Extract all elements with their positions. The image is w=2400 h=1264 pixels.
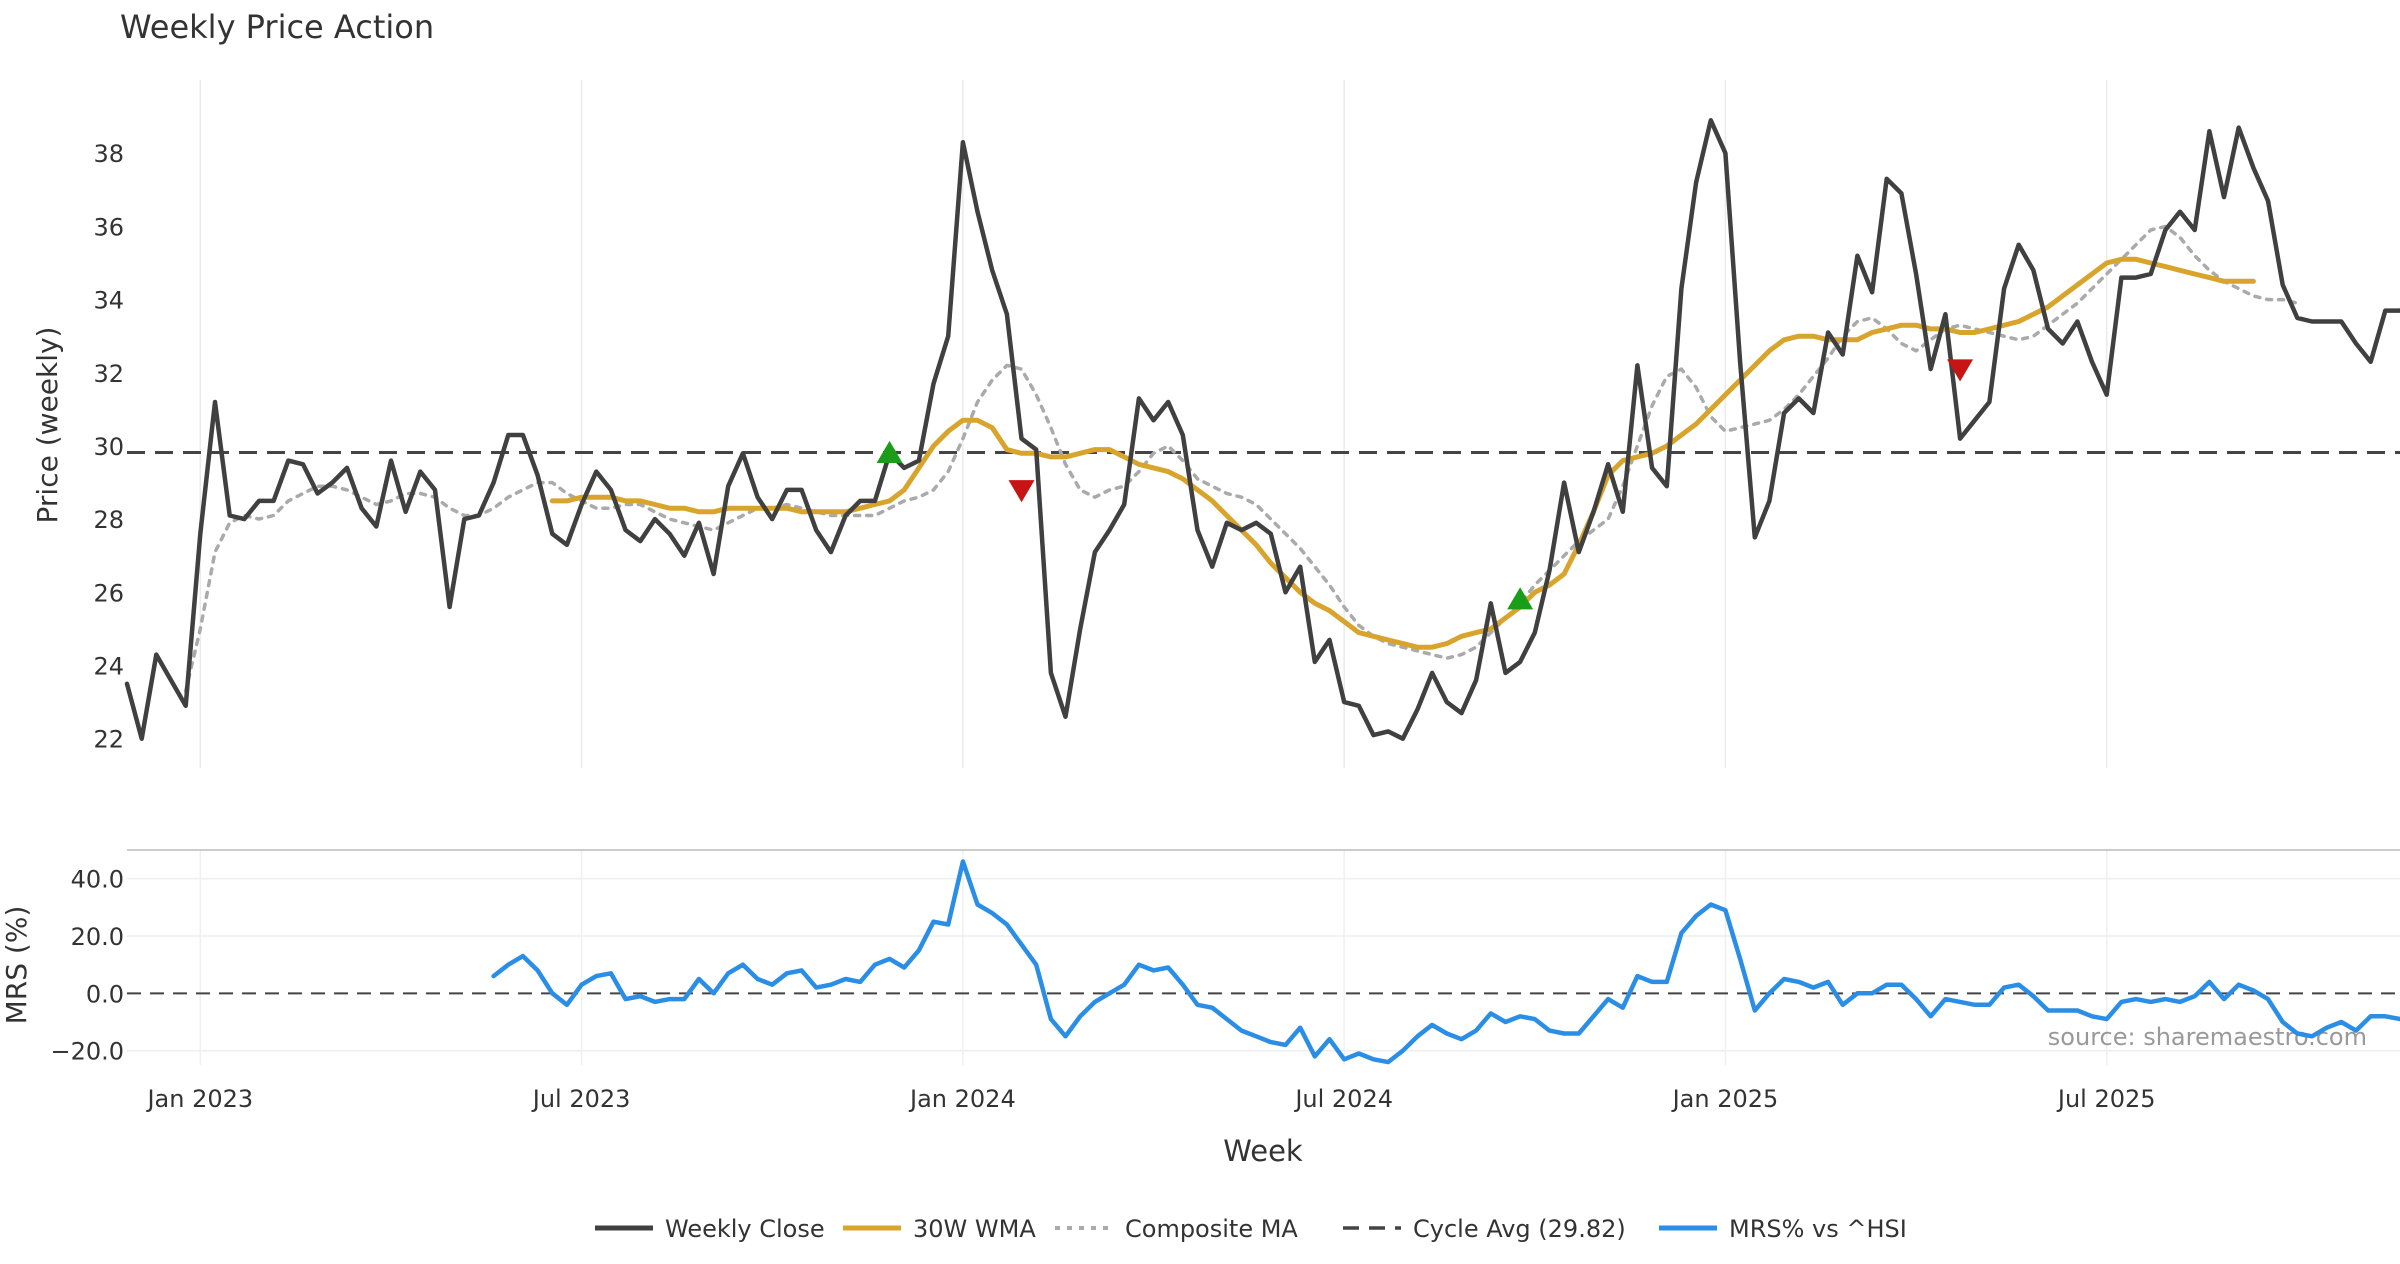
main-y-tick-label: 32 (93, 360, 124, 388)
legend-label: 30W WMA (913, 1215, 1036, 1243)
main-y-tick-label: 34 (93, 287, 124, 315)
mrs-y-tick-label: −20.0 (50, 1038, 124, 1066)
x-tick-label: Jul 2024 (1293, 1085, 1393, 1113)
source-text: source: sharemaestro.com (2048, 1023, 2367, 1051)
mrs-y-axis-label: MRS (%) (0, 906, 33, 1025)
main-y-tick-label: 28 (93, 506, 124, 534)
buy-signal-marker (1507, 587, 1534, 610)
main-y-tick-label: 30 (93, 433, 124, 461)
main-y-axis-label: Price (weekly) (31, 327, 64, 524)
x-ticks: Jan 2023 Jul 2023 Jan 2024 Jul 2024 Jan 2025… (145, 1085, 2155, 1113)
sell-signal-marker (1008, 480, 1035, 503)
main-y-tick-label: 26 (93, 579, 124, 607)
weekly-close-line (124, 118, 2400, 741)
main-y-tick-label: 38 (93, 140, 124, 168)
wma-30w-line (549, 256, 2256, 650)
chart-title: Weekly Price Action (120, 8, 434, 46)
legend-label: MRS% vs ^HSI (1729, 1215, 1907, 1243)
x-tick-label: Jan 2024 (908, 1085, 1016, 1113)
main-y-tick-label: 24 (93, 653, 124, 681)
main-y-ticks: 22 24 26 28 30 32 34 36 38 (93, 140, 124, 754)
x-tick-label: Jan 2025 (1671, 1085, 1779, 1113)
signal-markers (876, 359, 1974, 610)
mrs-y-tick-label: 40.0 (71, 866, 124, 894)
mrs-y-ticks: −20.0 0.0 20.0 40.0 (50, 866, 124, 1066)
legend-label: Weekly Close (665, 1215, 825, 1243)
main-y-tick-label: 36 (93, 213, 124, 241)
legend-label: Composite MA (1125, 1215, 1298, 1243)
legend-label: Cycle Avg (29.82) (1413, 1215, 1626, 1243)
main-series (124, 118, 2400, 741)
x-tick-label: Jan 2023 (145, 1085, 253, 1113)
main-y-tick-label: 22 (93, 726, 124, 754)
x-axis-label: Week (1223, 1134, 1303, 1168)
buy-signal-marker (876, 440, 903, 464)
mrs-grid (127, 849, 2400, 1065)
sell-signal-marker (1947, 359, 1974, 382)
mrs-y-tick-label: 20.0 (71, 923, 124, 951)
mrs-line (491, 859, 2400, 1065)
x-tick-label: Jul 2025 (2056, 1085, 2156, 1113)
mrs-series (127, 859, 2400, 1065)
x-tick-label: Jul 2023 (531, 1085, 631, 1113)
legend: Weekly Close 30W WMA Composite MA Cycle Avg… (595, 1215, 1907, 1243)
main-grid (199, 80, 2108, 768)
mrs-y-tick-label: 0.0 (86, 980, 124, 1008)
